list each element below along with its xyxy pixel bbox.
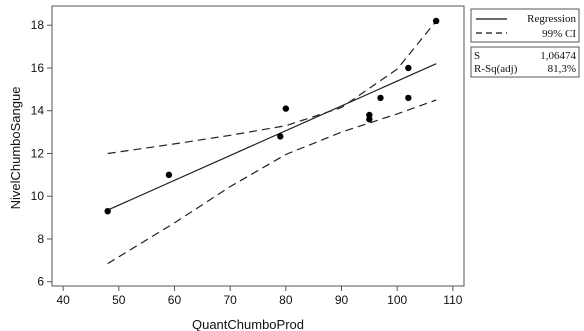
y-tick-label: 10 [31,189,45,203]
data-points [104,17,440,215]
data-point [405,94,412,102]
data-point [277,133,284,140]
y-tick-label: 12 [31,146,45,160]
y-axis-ticks: 6 8 10 12 14 16 18 [31,18,52,289]
data-point [165,171,173,179]
x-tick-label: 90 [335,293,349,307]
x-tick-label: 40 [56,293,70,307]
stats-frame [470,46,580,78]
legend-frame [470,8,580,43]
stats-rsq-value: 81,3% [548,63,576,75]
legend: Regression 99% CI [470,8,580,43]
stats-box: S 1,06474 R-Sq(adj) 81,3% [470,46,580,78]
y-tick-label: 18 [31,18,45,32]
y-tick-label: 6 [37,275,44,289]
x-axis-title: QuantChumboProd [192,317,304,331]
x-tick-label: 70 [223,293,237,307]
data-point [366,116,373,123]
x-tick-label: 60 [168,293,182,307]
plot-frame [51,5,465,287]
y-tick-label: 16 [31,61,45,75]
x-axis-ticks: 40 50 60 70 80 90 100 110 [56,286,463,307]
y-tick-label: 14 [31,104,45,118]
data-point [282,105,290,112]
x-tick-label: 80 [279,293,293,307]
data-point [432,17,440,25]
ci-lower-line [107,99,437,265]
stats-s-label: S [474,50,480,62]
y-axis-title: NivelChumboSangue [8,87,23,210]
series-lines [107,20,437,265]
x-tick-label: 110 [443,293,462,307]
stats-rsq-label: R-Sq(adj) [474,63,518,75]
data-point [104,207,111,215]
data-point [377,94,384,102]
legend-ci-label: 99% CI [542,28,576,40]
data-point [405,64,412,72]
y-tick-label: 8 [37,232,44,246]
x-tick-label: 50 [112,293,126,307]
legend-regression-label: Regression [527,13,576,25]
regression-line [107,63,437,211]
x-tick-label: 100 [387,293,407,307]
ci-upper-line [107,20,437,155]
stats-s-value: 1,06474 [540,50,576,62]
